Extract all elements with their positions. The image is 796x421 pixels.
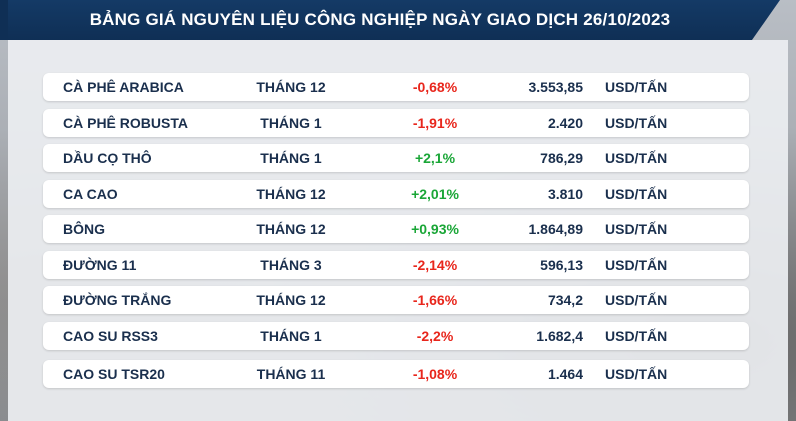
commodity-name: BÔNG bbox=[63, 221, 105, 237]
table-row: DẦU CỌ THÔ THÁNG 1 +2,1% 786,29 USD/TẤN bbox=[43, 144, 749, 172]
price-unit: USD/TẤN bbox=[605, 150, 668, 166]
price-value: 2.420 bbox=[547, 115, 583, 131]
commodity-name: ĐƯỜNG 11 bbox=[63, 257, 137, 273]
price-value: 786,29 bbox=[540, 150, 583, 166]
price-unit: USD/TẤN bbox=[605, 79, 668, 95]
commodity-name: CA CAO bbox=[63, 186, 118, 202]
contract-month: THÁNG 1 bbox=[260, 328, 322, 344]
price-value: 1.464 bbox=[547, 366, 583, 382]
table-row: CÀ PHÊ ARABICA THÁNG 12 -0,68% 3.553,85 … bbox=[43, 73, 749, 101]
contract-month: THÁNG 12 bbox=[256, 186, 326, 202]
commodity-name: DẦU CỌ THÔ bbox=[63, 150, 152, 166]
price-unit: USD/TẤN bbox=[605, 257, 668, 273]
price-value: 3.553,85 bbox=[528, 79, 584, 95]
commodity-name: CAO SU RSS3 bbox=[63, 328, 158, 344]
commodity-name: CÀ PHÊ ROBUSTA bbox=[63, 115, 188, 131]
commodity-name: ĐƯỜNG TRẮNG bbox=[63, 292, 172, 308]
contract-month: THÁNG 1 bbox=[260, 150, 322, 166]
price-value: 1.682,4 bbox=[536, 328, 583, 344]
table-row: ĐƯỜNG 11 THÁNG 3 -2,14% 596,13 USD/TẤN bbox=[43, 251, 749, 279]
price-change: -1,08% bbox=[412, 366, 458, 382]
price-unit: USD/TẤN bbox=[605, 186, 668, 202]
price-unit: USD/TẤN bbox=[605, 115, 668, 131]
table-row: CA CAO THÁNG 12 +2,01% 3.810 USD/TẤN bbox=[43, 180, 749, 208]
table-row: BÔNG THÁNG 12 +0,93% 1.864,89 USD/TẤN bbox=[43, 215, 749, 243]
price-unit: USD/TẤN bbox=[605, 292, 668, 308]
commodity-name: CÀ PHÊ ARABICA bbox=[63, 79, 184, 95]
price-value: 3.810 bbox=[547, 186, 583, 202]
contract-month: THÁNG 3 bbox=[260, 257, 322, 273]
contract-month: THÁNG 11 bbox=[256, 366, 326, 382]
contract-month: THÁNG 1 bbox=[260, 115, 322, 131]
price-unit: USD/TẤN bbox=[605, 366, 668, 382]
price-value: 734,2 bbox=[547, 292, 583, 308]
commodity-name: CAO SU TSR20 bbox=[63, 366, 165, 382]
price-change: +2,1% bbox=[414, 150, 456, 166]
table-row: CAO SU TSR20 THÁNG 11 -1,08% 1.464 USD/T… bbox=[43, 360, 749, 388]
price-value: 596,13 bbox=[540, 257, 583, 273]
page-title: BẢNG GIÁ NGUYÊN LIỆU CÔNG NGHIỆP NGÀY GI… bbox=[89, 10, 671, 29]
table-row: CÀ PHÊ ROBUSTA THÁNG 1 -1,91% 2.420 USD/… bbox=[43, 109, 749, 137]
contract-month: THÁNG 12 bbox=[256, 79, 326, 95]
price-change: +2,01% bbox=[411, 186, 459, 202]
table-row: CAO SU RSS3 THÁNG 1 -2,2% 1.682,4 USD/TẤ… bbox=[43, 322, 749, 350]
price-change: -1,66% bbox=[412, 292, 458, 308]
contract-month: THÁNG 12 bbox=[256, 221, 326, 237]
price-change: -2,2% bbox=[416, 328, 454, 344]
price-change: -0,68% bbox=[412, 79, 458, 95]
price-change: +0,93% bbox=[411, 221, 459, 237]
price-change: -2,14% bbox=[412, 257, 458, 273]
table-row: ĐƯỜNG TRẮNG THÁNG 12 -1,66% 734,2 USD/TẤ… bbox=[43, 286, 749, 314]
price-change: -1,91% bbox=[412, 115, 458, 131]
price-unit: USD/TẤN bbox=[605, 221, 668, 237]
price-value: 1.864,89 bbox=[528, 221, 584, 237]
price-unit: USD/TẤN bbox=[605, 328, 668, 344]
contract-month: THÁNG 12 bbox=[256, 292, 326, 308]
header-edge bbox=[0, 0, 8, 40]
title-banner: BẢNG GIÁ NGUYÊN LIỆU CÔNG NGHIỆP NGÀY GI… bbox=[8, 0, 780, 40]
